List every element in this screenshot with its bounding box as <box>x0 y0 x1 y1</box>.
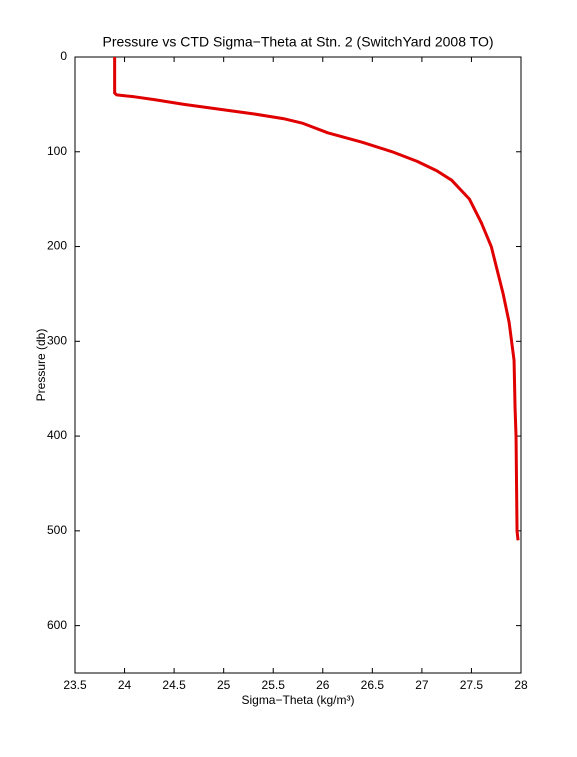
y-tick-label: 500 <box>47 523 67 537</box>
y-axis-label: Pressure (db) <box>34 329 48 402</box>
x-tick-label: 27.5 <box>460 678 484 692</box>
plot-frame <box>74 56 522 674</box>
x-tick-label: 23.5 <box>63 678 87 692</box>
y-tick-label: 300 <box>47 333 67 347</box>
data-line <box>113 57 520 541</box>
x-axis-label: Sigma−Theta (kg/m³) <box>241 693 354 707</box>
chart-title: Pressure vs CTD Sigma−Theta at Stn. 2 (S… <box>103 34 494 50</box>
x-tick-label: 24 <box>118 678 132 692</box>
x-tick-label: 26 <box>316 678 330 692</box>
y-tick-label: 100 <box>47 144 67 158</box>
x-tick-label: 28 <box>514 678 528 692</box>
y-tick-label: 0 <box>60 49 67 63</box>
x-tick-label: 25 <box>217 678 231 692</box>
y-tick-label: 400 <box>47 428 67 442</box>
x-tick-label: 24.5 <box>162 678 186 692</box>
y-tick-label: 600 <box>47 618 67 632</box>
y-tick-label: 200 <box>47 239 67 253</box>
x-tick-label: 25.5 <box>262 678 286 692</box>
x-tick-label: 26.5 <box>361 678 385 692</box>
x-tick-label: 27 <box>415 678 429 692</box>
